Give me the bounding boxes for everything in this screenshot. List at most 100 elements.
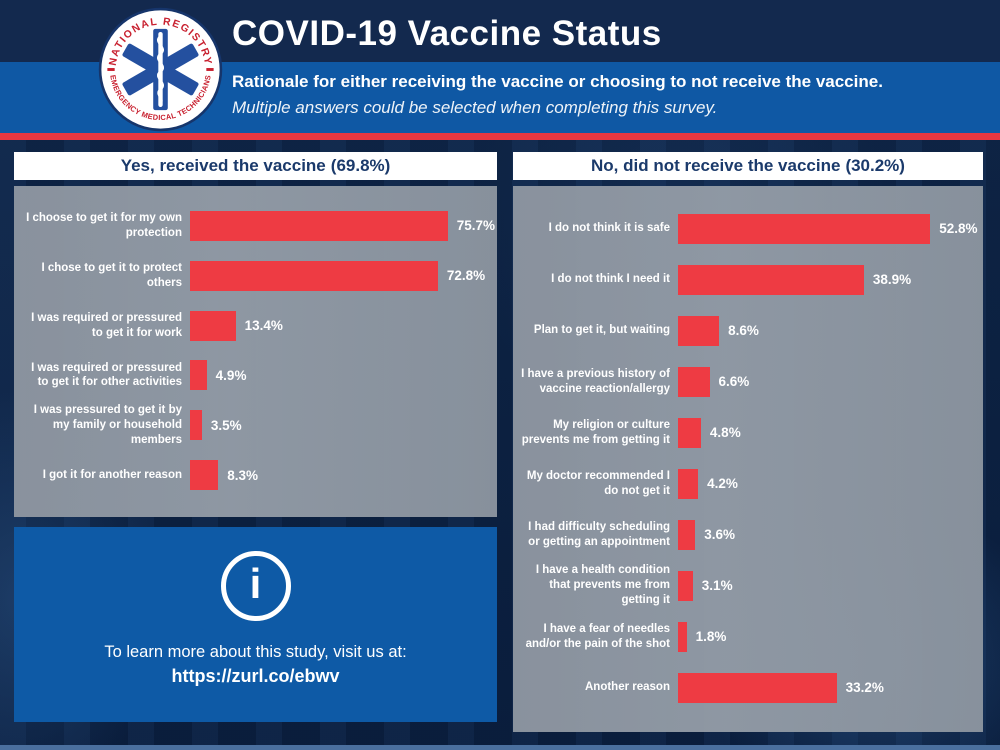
category-label: I choose to get it for my own protection: [26, 212, 182, 239]
category-label: I got it for another reason: [42, 468, 182, 481]
bar-track: 33.2%: [678, 672, 979, 703]
chart-row: I have a health condition that prevents …: [517, 560, 979, 611]
category-label: My doctor recommended I do not get it: [526, 469, 670, 497]
bar-track: 3.1%: [678, 570, 979, 601]
category-label: Another reason: [585, 681, 670, 694]
category-label: I do not think I need it: [551, 273, 670, 286]
chart-row: I choose to get it for my own protection…: [18, 201, 495, 251]
chart-row: I was required or pressured to get it fo…: [18, 350, 493, 400]
bar: [190, 410, 202, 441]
chart-row: My religion or culture prevents me from …: [517, 407, 979, 458]
bar: [190, 310, 236, 341]
bar: [678, 672, 837, 703]
value-label: 13.4%: [244, 318, 283, 334]
red-divider-stripe: [0, 133, 1000, 140]
nremt-logo: NATIONAL REGISTRY EMERGENCY MEDICAL TECH…: [98, 7, 223, 132]
bar: [190, 460, 219, 491]
chart-row: I had difficulty scheduling or getting a…: [517, 509, 979, 560]
subtitle-line1: Rationale for either receiving the vacci…: [232, 72, 883, 91]
bar: [678, 519, 696, 550]
bar: [678, 468, 699, 499]
chart-row: Another reason 33.2%: [517, 662, 979, 713]
chart-title-yes: Yes, received the vaccine (69.8%): [14, 152, 497, 180]
bar: [190, 210, 448, 241]
bar-track: 72.8%: [190, 260, 493, 291]
bar: [678, 264, 864, 295]
value-label: 38.9%: [872, 272, 912, 287]
chart-title-no-text: No, did not receive the vaccine: [591, 156, 841, 175]
page-title: COVID-19 Vaccine Status: [232, 14, 662, 53]
bar-track: 13.4%: [190, 310, 493, 341]
bar: [678, 213, 931, 244]
bar: [678, 366, 710, 397]
value-label: 4.8%: [709, 425, 741, 440]
bar: [678, 315, 720, 346]
chart-row: I was pressured to get it by my family o…: [18, 400, 493, 450]
chart-row: I do not think I need it 38.9%: [517, 254, 979, 305]
bar: [190, 360, 207, 391]
bar-track: 4.2%: [678, 468, 979, 499]
chart-row: I got it for another reason 8.3%: [18, 450, 493, 500]
category-label: I have a fear of needles and/or the pain…: [525, 622, 670, 650]
study-link[interactable]: https://zurl.co/ebwv: [171, 666, 340, 686]
category-label: I was required or pressured to get it fo…: [31, 361, 182, 389]
info-text: To learn more about this study, visit us…: [104, 643, 407, 661]
bar-track: 3.6%: [678, 519, 979, 550]
value-label: 52.8%: [939, 221, 978, 236]
bar-track: 75.7%: [190, 210, 495, 241]
value-label: 33.2%: [845, 680, 884, 695]
value-label: 4.9%: [215, 367, 247, 383]
info-icon: i: [220, 551, 291, 621]
category-label: I chose to get it to protect others: [41, 262, 182, 289]
chart-row: I have a previous history of vaccine rea…: [517, 356, 979, 407]
value-label: 6.6%: [718, 374, 750, 389]
chart-panel-yes: I choose to get it for my own protection…: [14, 186, 497, 517]
value-label: 3.5%: [210, 417, 242, 433]
bar-track: 4.8%: [678, 417, 979, 448]
value-label: 3.1%: [701, 578, 733, 593]
chart-title-yes-text: Yes, received the vaccine: [120, 156, 326, 175]
bar-track: 8.6%: [678, 315, 979, 346]
category-label: I have a previous history of vaccine rea…: [521, 367, 670, 395]
info-icon-glyph: i: [249, 560, 262, 607]
value-label: 75.7%: [456, 218, 495, 234]
bar-track: 3.5%: [190, 410, 493, 441]
bar: [678, 570, 693, 601]
bottom-stripe: [0, 745, 1000, 750]
bar-track: 6.6%: [678, 366, 979, 397]
bar-track: 8.3%: [190, 460, 493, 491]
category-label: I have a health condition that prevents …: [535, 564, 670, 606]
category-label: I was required or pressured to get it fo…: [31, 311, 182, 339]
chart-row: Plan to get it, but waiting 8.6%: [517, 305, 979, 356]
chart-row: I do not think it is safe 52.8%: [517, 203, 979, 254]
value-label: 8.3%: [227, 467, 259, 483]
chart-row: My doctor recommended I do not get it 4.2…: [517, 458, 979, 509]
value-label: 72.8%: [446, 268, 486, 284]
category-label: I had difficulty scheduling or getting a…: [528, 520, 670, 548]
value-label: 3.6%: [704, 527, 735, 542]
bar: [678, 417, 701, 448]
star-of-life-icon: NATIONAL REGISTRY EMERGENCY MEDICAL TECH…: [98, 7, 223, 132]
category-label: Plan to get it, but waiting: [533, 324, 670, 337]
value-label: 1.8%: [695, 629, 727, 644]
chart-row: I was required or pressured to get it fo…: [18, 301, 493, 351]
chart-row: I have a fear of needles and/or the pain…: [517, 611, 979, 662]
bar: [678, 621, 687, 652]
info-box: i To learn more about this study, visit …: [14, 527, 497, 722]
category-label: I do not think it is safe: [548, 222, 670, 235]
bar: [190, 260, 438, 291]
chart-row: I chose to get it to protect others 72.8%: [18, 251, 493, 301]
value-label: 8.6%: [728, 323, 759, 338]
bar-track: 4.9%: [190, 360, 493, 391]
chart-panel-no: I do not think it is safe 52.8% I do not t…: [513, 186, 983, 732]
category-label: My religion or culture prevents me from …: [521, 418, 670, 446]
category-label: I was pressured to get it by my family o…: [33, 404, 182, 446]
subtitle-line2: Multiple answers could be selected when …: [232, 98, 718, 117]
value-label: 4.2%: [707, 476, 738, 491]
bar-track: 1.8%: [678, 621, 979, 652]
chart-title-no-percent: (30.2%): [845, 156, 905, 175]
bar-track: 52.8%: [678, 213, 979, 244]
chart-title-yes-percent: (69.8%): [330, 156, 391, 175]
bar-track: 38.9%: [678, 264, 979, 295]
